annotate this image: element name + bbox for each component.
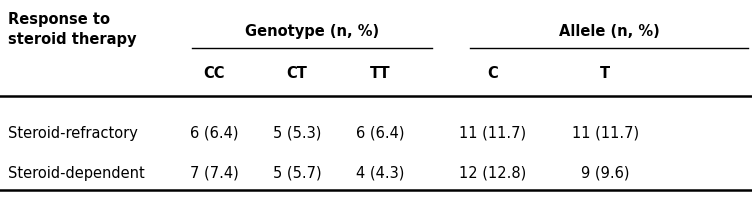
Text: CT: CT <box>287 66 308 81</box>
Text: 5 (5.7): 5 (5.7) <box>273 166 321 181</box>
Text: 6 (6.4): 6 (6.4) <box>190 126 238 141</box>
Text: Steroid-refractory: Steroid-refractory <box>8 126 138 141</box>
Text: CC: CC <box>204 66 225 81</box>
Text: Allele (n, %): Allele (n, %) <box>559 24 660 39</box>
Text: Genotype (n, %): Genotype (n, %) <box>245 24 379 39</box>
Text: 6 (6.4): 6 (6.4) <box>356 126 404 141</box>
Text: 11 (11.7): 11 (11.7) <box>572 126 639 141</box>
Text: 5 (5.3): 5 (5.3) <box>273 126 321 141</box>
Text: 11 (11.7): 11 (11.7) <box>459 126 526 141</box>
Text: Steroid-dependent: Steroid-dependent <box>8 166 144 181</box>
Text: TT: TT <box>369 66 390 81</box>
Text: 12 (12.8): 12 (12.8) <box>459 166 526 181</box>
Text: 7 (7.4): 7 (7.4) <box>190 166 238 181</box>
Text: 4 (4.3): 4 (4.3) <box>356 166 404 181</box>
Text: T: T <box>600 66 611 81</box>
Text: Response to
steroid therapy: Response to steroid therapy <box>8 12 136 47</box>
Text: 9 (9.6): 9 (9.6) <box>581 166 629 181</box>
Text: C: C <box>487 66 498 81</box>
